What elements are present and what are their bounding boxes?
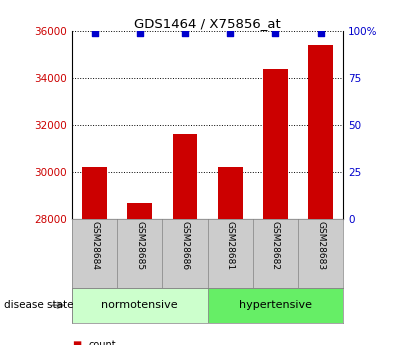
Text: GSM28683: GSM28683 [316, 221, 325, 270]
Text: GSM28685: GSM28685 [135, 221, 144, 270]
Point [182, 30, 188, 36]
Bar [263, 69, 288, 219]
Point [136, 30, 143, 36]
Bar [72, 288, 208, 323]
Point [91, 30, 98, 36]
Text: GSM28682: GSM28682 [271, 221, 280, 270]
Point [317, 30, 324, 36]
Text: normotensive: normotensive [102, 300, 178, 310]
Point [227, 30, 233, 36]
Bar [173, 135, 197, 219]
Bar [218, 167, 242, 219]
Title: GDS1464 / X75856_at: GDS1464 / X75856_at [134, 17, 281, 30]
Text: count: count [88, 340, 116, 345]
Text: GSM28681: GSM28681 [226, 221, 235, 270]
Bar [308, 45, 333, 219]
Text: GSM28684: GSM28684 [90, 221, 99, 270]
Bar [82, 167, 107, 219]
Bar [127, 203, 152, 219]
Text: ■: ■ [72, 340, 81, 345]
Text: disease state: disease state [4, 300, 74, 310]
Text: GSM28686: GSM28686 [180, 221, 189, 270]
Text: hypertensive: hypertensive [239, 300, 312, 310]
Bar [208, 288, 343, 323]
Point [272, 30, 279, 36]
